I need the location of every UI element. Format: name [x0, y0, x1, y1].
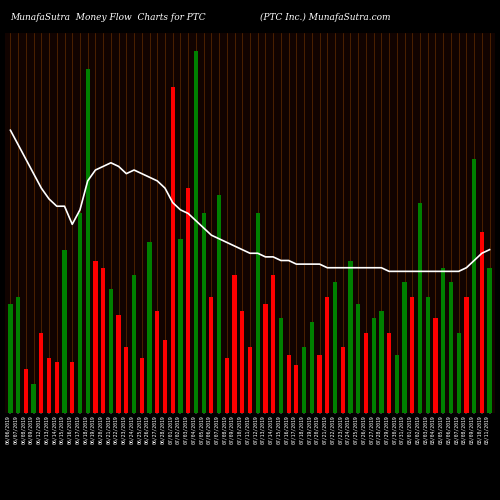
Bar: [202, 214, 206, 412]
Bar: [394, 354, 399, 412]
Bar: [101, 268, 105, 412]
Bar: [163, 340, 167, 412]
Bar: [488, 268, 492, 412]
Bar: [194, 50, 198, 412]
Bar: [434, 318, 438, 412]
Bar: [271, 275, 276, 412]
Bar: [286, 354, 291, 412]
Bar: [449, 282, 453, 412]
Bar: [186, 188, 190, 412]
Bar: [264, 304, 268, 412]
Bar: [78, 214, 82, 412]
Bar: [426, 296, 430, 412]
Bar: [410, 296, 414, 412]
Bar: [318, 354, 322, 412]
Bar: [155, 311, 160, 412]
Bar: [240, 311, 244, 412]
Bar: [16, 296, 20, 412]
Bar: [348, 260, 352, 412]
Bar: [140, 358, 144, 412]
Bar: [464, 296, 468, 412]
Bar: [302, 348, 306, 412]
Bar: [279, 318, 283, 412]
Bar: [372, 318, 376, 412]
Bar: [8, 304, 12, 412]
Text: MunafaSutra  Money Flow  Charts for PTC: MunafaSutra Money Flow Charts for PTC: [10, 12, 205, 22]
Bar: [472, 159, 476, 412]
Bar: [148, 242, 152, 412]
Bar: [310, 322, 314, 412]
Bar: [356, 304, 360, 412]
Bar: [224, 358, 229, 412]
Bar: [480, 232, 484, 412]
Bar: [248, 348, 252, 412]
Bar: [109, 290, 113, 412]
Bar: [294, 366, 298, 412]
Bar: [170, 87, 175, 412]
Bar: [124, 348, 128, 412]
Bar: [32, 384, 36, 412]
Bar: [209, 296, 214, 412]
Bar: [24, 369, 28, 412]
Bar: [217, 196, 221, 412]
Bar: [232, 275, 236, 412]
Bar: [402, 282, 406, 412]
Bar: [70, 362, 74, 412]
Bar: [132, 275, 136, 412]
Bar: [94, 260, 98, 412]
Bar: [333, 282, 337, 412]
Bar: [387, 333, 391, 412]
Bar: [441, 268, 446, 412]
Bar: [256, 214, 260, 412]
Bar: [380, 311, 384, 412]
Bar: [325, 296, 330, 412]
Bar: [340, 348, 345, 412]
Bar: [54, 362, 59, 412]
Bar: [116, 315, 120, 412]
Bar: [39, 333, 44, 412]
Bar: [47, 358, 51, 412]
Bar: [86, 68, 90, 412]
Bar: [178, 239, 182, 412]
Bar: [62, 250, 66, 412]
Bar: [456, 333, 461, 412]
Bar: [364, 333, 368, 412]
Text: (PTC Inc.) MunafaSutra.com: (PTC Inc.) MunafaSutra.com: [260, 12, 390, 22]
Bar: [418, 202, 422, 412]
